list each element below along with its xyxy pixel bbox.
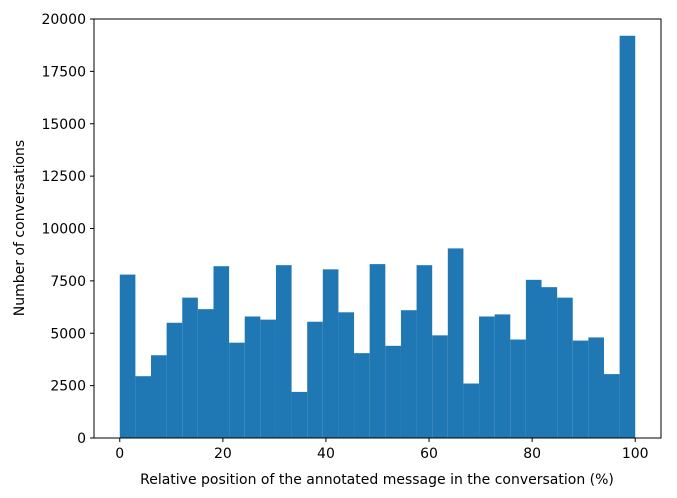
bar [557,297,573,438]
bar [525,279,542,438]
x-tick-label: 0 [115,446,124,462]
bar [229,342,245,438]
bar [213,266,230,438]
bar [354,353,370,438]
bar [541,287,558,438]
bar [619,35,636,438]
bar [400,310,417,438]
bar [291,391,308,438]
bar [494,314,511,438]
bar [151,355,167,438]
bar [197,309,214,438]
bar [479,316,495,438]
y-tick-label: 20000 [41,12,86,28]
x-tick-label: 20 [214,446,232,462]
bar [369,264,386,438]
y-tick-label: 0 [77,431,86,447]
bar [166,322,183,438]
bar [119,274,136,438]
y-tick-label: 2500 [50,379,86,395]
bar [275,265,292,438]
bar [447,248,464,438]
x-tick-label: 40 [317,446,335,462]
bar [322,269,339,438]
bar [135,376,152,438]
x-tick-label: 80 [523,446,541,462]
bar [463,383,480,438]
bar [588,337,604,438]
y-tick-label: 7500 [50,274,86,290]
bar [307,321,323,438]
x-axis-label: Relative position of the annotated messa… [140,472,614,488]
x-tick-label: 100 [622,446,649,462]
y-tick-label: 17500 [41,64,86,80]
x-tick-label: 60 [420,446,438,462]
y-tick-label: 5000 [50,326,86,342]
bar [603,374,620,438]
bar [182,297,198,438]
y-tick-label: 12500 [41,169,86,185]
bar [432,335,448,438]
bar [244,316,261,438]
y-axis-label: Number of conversations [12,140,28,316]
bar [416,265,433,438]
y-tick-label: 10000 [41,222,86,238]
bar [338,312,355,438]
bar [385,345,401,438]
bar [510,339,526,438]
bar [572,340,589,438]
bar [260,319,276,438]
y-tick-label: 15000 [41,117,86,133]
